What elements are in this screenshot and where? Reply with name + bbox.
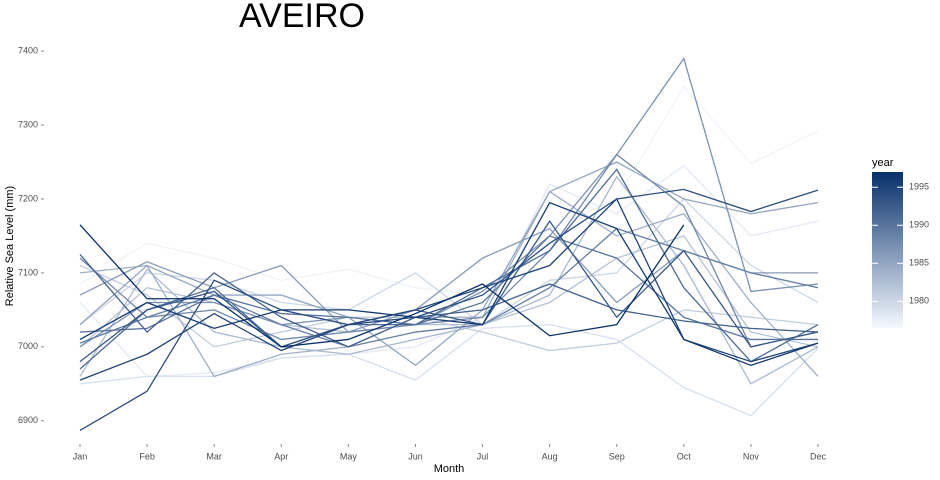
x-tick-label: Dec xyxy=(810,451,827,461)
y-tick-label: 7100 xyxy=(18,267,38,277)
y-tick-label: 7300 xyxy=(18,119,38,129)
colorbar-label: 1985 xyxy=(909,258,929,268)
y-tick-label: 6900 xyxy=(18,415,38,425)
x-tick-label: Jul xyxy=(477,451,489,461)
y-tick-label: 7000 xyxy=(18,341,38,351)
colorbar-label: 1990 xyxy=(909,220,929,230)
x-tick-label: Sep xyxy=(609,451,625,461)
series-line xyxy=(79,224,685,348)
x-axis-label: Month xyxy=(434,463,465,475)
x-tick-label: Mar xyxy=(206,451,222,461)
y-tick-label: 7400 xyxy=(18,45,38,55)
x-tick-label: Feb xyxy=(139,451,155,461)
colorbar xyxy=(872,172,903,328)
series-line xyxy=(79,56,819,348)
x-tick-label: Aug xyxy=(542,451,558,461)
x-tick-label: Oct xyxy=(677,451,692,461)
x-tick-label: Jan xyxy=(73,451,88,461)
x-tick-label: Apr xyxy=(274,451,288,461)
series-line xyxy=(79,253,819,348)
chart-title: AVEIRO xyxy=(239,0,365,35)
series-line xyxy=(79,175,819,385)
colorbar-label: 1980 xyxy=(909,296,929,306)
series-line xyxy=(79,197,819,381)
series-line xyxy=(79,324,819,417)
x-tick-label: Nov xyxy=(743,451,760,461)
series-line xyxy=(79,219,819,363)
legend-title: year xyxy=(872,157,894,169)
y-tick-label: 7200 xyxy=(18,193,38,203)
colorbar-label: 1995 xyxy=(909,182,929,192)
series-line xyxy=(79,201,819,367)
x-tick-label: Jun xyxy=(408,451,423,461)
x-tick-label: May xyxy=(340,451,358,461)
y-axis-label: Relative Sea Level (mm) xyxy=(4,186,16,306)
series-line xyxy=(79,161,819,367)
